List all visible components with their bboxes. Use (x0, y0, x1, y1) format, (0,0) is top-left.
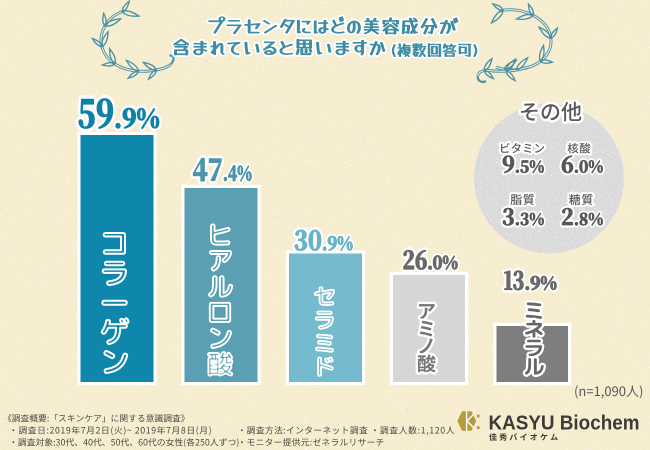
svg-text:KASYU Biochem: KASYU Biochem (489, 412, 640, 435)
